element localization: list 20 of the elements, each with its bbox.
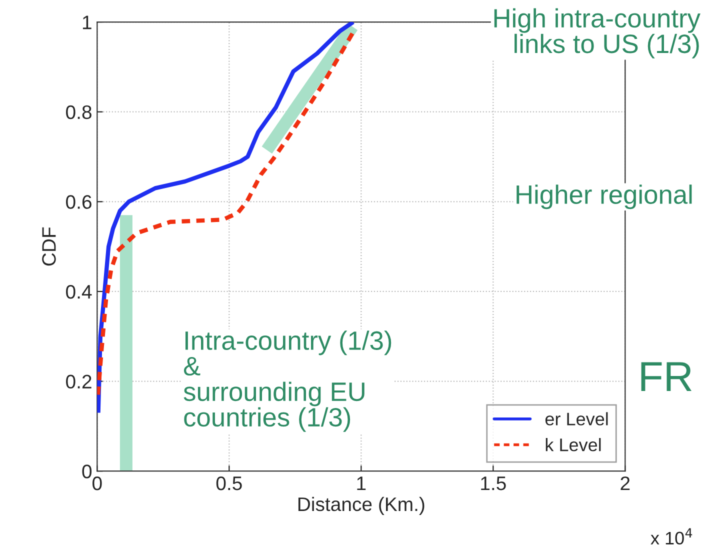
y-axis-title: CDF xyxy=(42,227,56,266)
text: FR xyxy=(641,362,692,391)
y-tick-label: 0.6 xyxy=(66,195,92,209)
annotation: Intra-country (1/3) & surrounding EU countries (1/3) xyxy=(184,330,392,432)
x-tick-label: 0.5 xyxy=(216,476,242,490)
y-tick-label: 1 xyxy=(82,16,92,30)
x-tick-label: 0 xyxy=(92,476,102,490)
y-tick-label: 0.2 xyxy=(66,374,92,389)
annotation: Higher regional xyxy=(516,184,692,210)
y-tick-label: 0.4 xyxy=(66,284,92,299)
legend-label: k Level xyxy=(546,438,601,452)
y-tick-label: 0 xyxy=(82,464,92,478)
text: x 10$^{4}$ xyxy=(650,528,692,545)
x-axis-title: Distance (Km.) xyxy=(298,496,424,515)
x-tick-label: 2 xyxy=(620,476,630,490)
annotation: High intra-country links to US (1/3) xyxy=(494,8,700,58)
y-tick-label: 0.8 xyxy=(66,105,92,120)
legend-label: er Level xyxy=(545,412,608,426)
x-tick-label: 1 xyxy=(357,476,366,490)
x-tick-label: 1.5 xyxy=(481,476,506,490)
